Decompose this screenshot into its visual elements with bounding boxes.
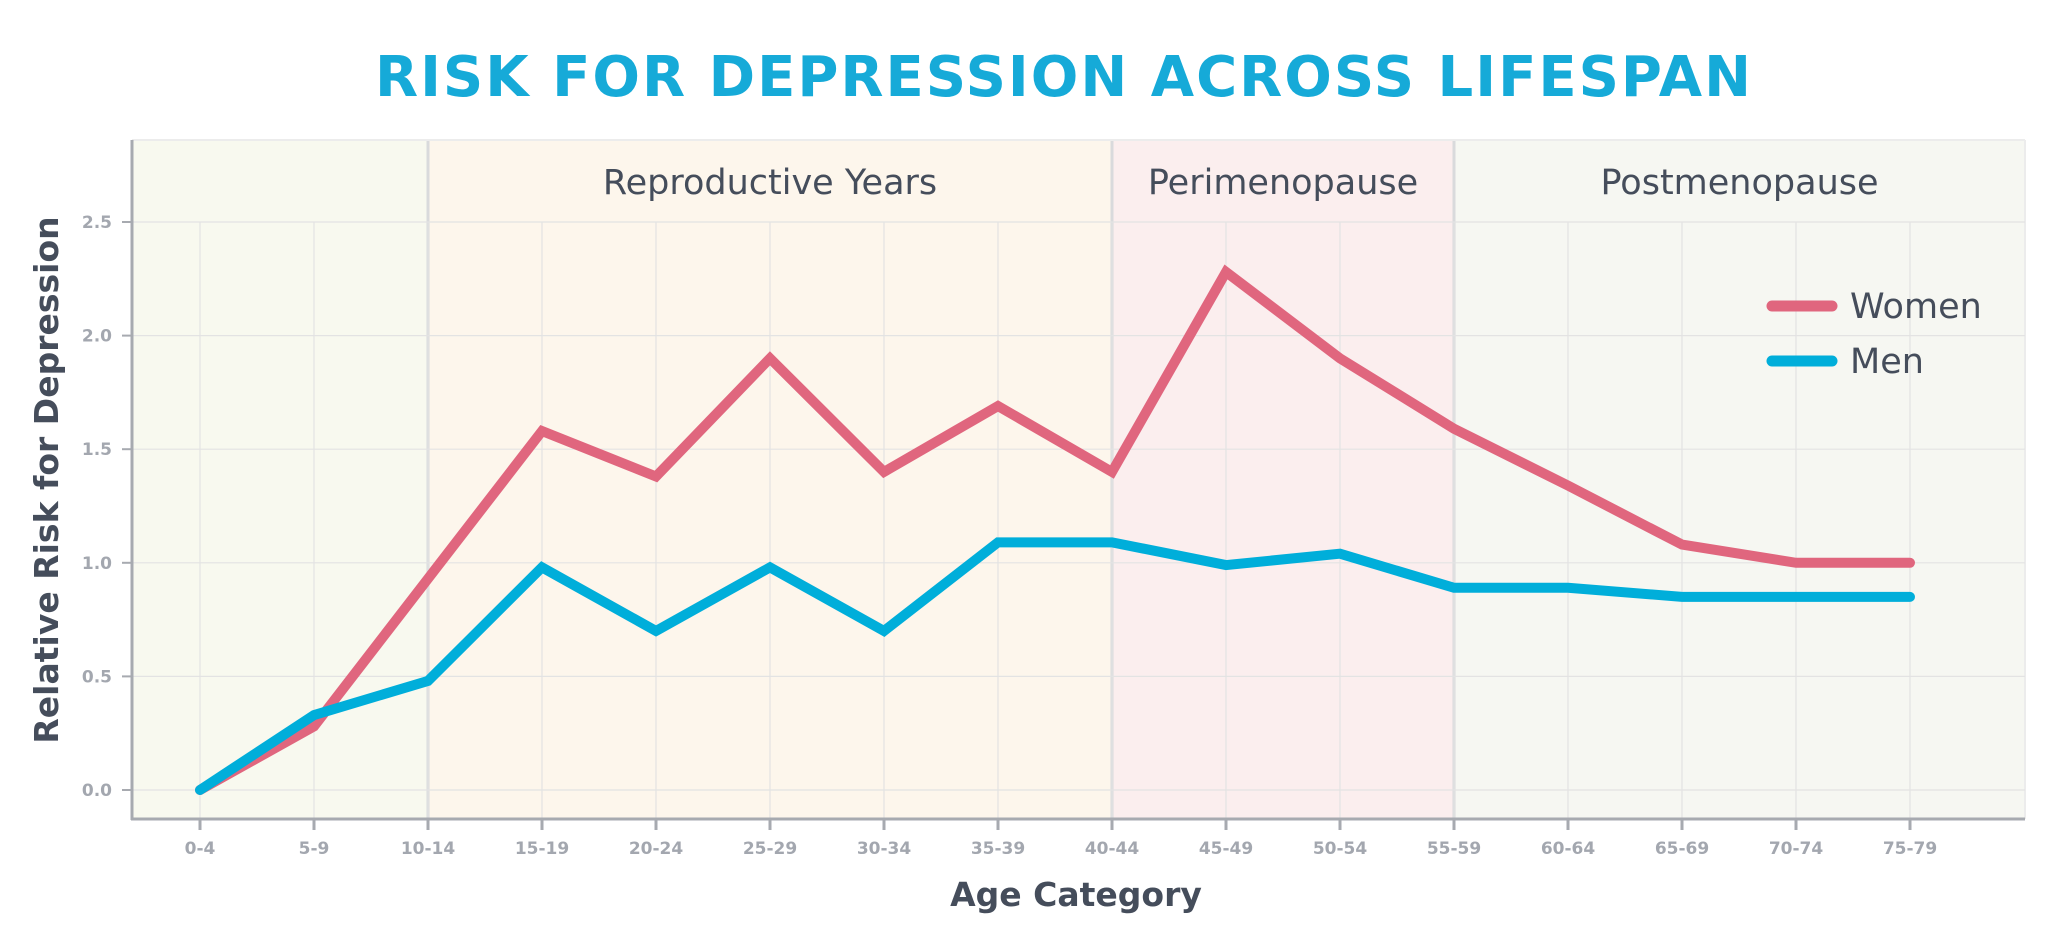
- x-tick-label: 75-79: [1883, 839, 1937, 859]
- y-tick-label: 1.5: [82, 440, 112, 460]
- y-axis-label: Relative Risk for Depression: [27, 216, 66, 743]
- x-tick-label: 15-19: [515, 839, 569, 859]
- y-tick-label: 2.0: [82, 327, 112, 347]
- region-band: [1454, 140, 2025, 819]
- x-tick-label: 40-44: [1085, 839, 1140, 859]
- region-label: Reproductive Years: [603, 163, 937, 203]
- x-tick-label: 30-34: [857, 839, 912, 859]
- region-label: Perimenopause: [1148, 163, 1418, 203]
- x-tick-label: 25-29: [743, 839, 797, 859]
- axes: 0.0 0.5 1.0 1.5 2.0 2.5 0-4 5-9 10-14 15-19 20-24 2…: [82, 140, 2025, 859]
- region-band: [132, 140, 428, 819]
- y-tick-label: 2.5: [82, 213, 112, 233]
- x-tick-label: 45-49: [1199, 839, 1253, 859]
- x-axis-label: Age Category: [950, 875, 1202, 914]
- region-bands: Reproductive Years Perimenopause Postmenop…: [132, 140, 2025, 819]
- x-tick-label: 50-54: [1313, 839, 1368, 859]
- series-line-women: [195, 264, 1915, 795]
- x-tick-label: 10-14: [401, 839, 456, 859]
- legend: Women Men: [1766, 287, 1982, 382]
- y-tick-label: 0.0: [82, 781, 112, 801]
- y-tick-label: 1.0: [82, 554, 112, 574]
- x-tick-label: 35-39: [971, 839, 1025, 859]
- x-tick-label: 65-69: [1655, 839, 1709, 859]
- x-tick-label: 0-4: [185, 839, 216, 859]
- x-tick-label: 60-64: [1541, 839, 1596, 859]
- chart-title: RISK FOR DEPRESSION ACROSS LIFESPAN: [375, 45, 1753, 110]
- series-lines: [195, 264, 1915, 795]
- region-label: Postmenopause: [1600, 163, 1878, 203]
- x-tick-label: 20-24: [629, 839, 684, 859]
- region-band: [1112, 140, 1454, 819]
- x-tick-label: 55-59: [1427, 839, 1481, 859]
- y-tick-label: 0.5: [82, 667, 112, 687]
- series-line-men: [195, 537, 1915, 795]
- gridlines: [132, 139, 2026, 819]
- legend-label-women: Women: [1850, 287, 1982, 327]
- legend-label-men: Men: [1850, 342, 1924, 382]
- x-tick-label: 5-9: [299, 839, 330, 859]
- x-tick-label: 70-74: [1769, 839, 1824, 859]
